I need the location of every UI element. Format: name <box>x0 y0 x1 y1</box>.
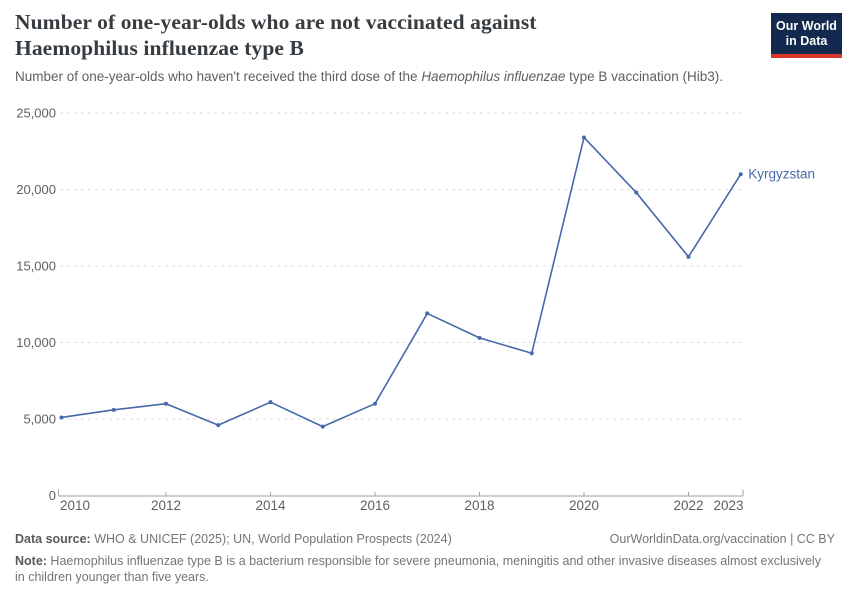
data-point[interactable] <box>373 401 377 406</box>
subtitle-text: Number of one-year-olds who haven't rece… <box>15 69 422 84</box>
title-line-1: Number of one-year-olds who are not vacc… <box>15 10 537 34</box>
y-tick-label: 10,000 <box>16 335 56 350</box>
data-point[interactable] <box>425 311 430 316</box>
note-label: Note: <box>15 554 47 568</box>
data-point[interactable] <box>268 400 273 405</box>
note-text: Haemophilus influenzae type B is a bacte… <box>15 554 821 584</box>
data-point[interactable] <box>164 401 168 406</box>
subtitle-text-end: type B vaccination (Hib3). <box>565 69 723 84</box>
data-point[interactable] <box>529 351 534 356</box>
x-tick-label: 2018 <box>464 498 494 513</box>
y-tick-label: 20,000 <box>16 182 56 197</box>
data-source: Data source: WHO & UNICEF (2025); UN, Wo… <box>15 531 452 547</box>
data-source-label: Data source: <box>15 532 91 546</box>
data-point[interactable] <box>216 423 221 428</box>
data-point[interactable] <box>320 424 325 429</box>
page-title: Number of one-year-olds who are not vacc… <box>15 9 760 61</box>
license-link[interactable]: OurWorldinData.org/vaccination | CC BY <box>609 532 835 546</box>
entity-label[interactable]: Kyrgyzstan <box>748 167 815 182</box>
data-source-text: WHO & UNICEF (2025); UN, World Populatio… <box>90 532 452 546</box>
data-point[interactable] <box>686 254 691 259</box>
x-tick-label: 2016 <box>360 498 390 513</box>
logo-line-1: Our World <box>776 19 837 33</box>
y-tick-label: 25,000 <box>16 106 56 121</box>
data-point[interactable] <box>738 172 743 177</box>
chart-canvas[interactable]: 0 5,000 10,000 15,000 20,000 25,000 2010 2012 20… <box>0 95 850 527</box>
x-tick-label: 2020 <box>569 498 599 513</box>
owid-logo[interactable]: Our World in Data <box>771 13 842 58</box>
y-tick-label: 0 <box>49 488 56 503</box>
data-point[interactable] <box>111 407 116 412</box>
subtitle-italic-text: Haemophilus influenzae <box>421 69 566 84</box>
x-tick-label: 2010 <box>60 498 90 513</box>
chart-note: Note: Haemophilus influenzae type B is a… <box>15 553 833 585</box>
chart-subtitle: Number of one-year-olds who haven't rece… <box>15 68 760 85</box>
data-point[interactable] <box>59 415 64 420</box>
series-line[interactable] <box>60 136 742 428</box>
y-tick-label: 15,000 <box>16 259 56 274</box>
chart-footer: Data source: WHO & UNICEF (2025); UN, Wo… <box>15 531 835 585</box>
y-tick-label: 5,000 <box>23 412 56 427</box>
x-tick-label: 2014 <box>255 498 286 513</box>
chart-header: Number of one-year-olds who are not vacc… <box>15 9 760 85</box>
data-point[interactable] <box>477 335 482 340</box>
logo-line-2: in Data <box>785 34 828 48</box>
title-line-2: Haemophilus influenzae type B <box>15 36 304 60</box>
data-point[interactable] <box>634 190 639 195</box>
data-point[interactable] <box>582 135 586 140</box>
x-tick-label: 2023 <box>713 498 743 513</box>
x-tick-label: 2012 <box>151 498 181 513</box>
x-tick-label: 2022 <box>673 498 703 513</box>
